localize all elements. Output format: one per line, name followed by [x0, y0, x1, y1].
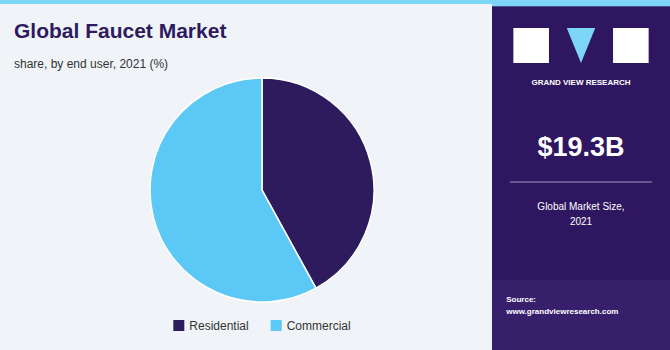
- legend-swatch: [173, 320, 184, 331]
- subtitle: share, by end user, 2021 (%): [14, 57, 168, 71]
- title: Global Faucet Market: [14, 19, 226, 42]
- legend-label: Commercial: [287, 319, 351, 333]
- logo-block: [513, 28, 549, 63]
- annotation: Global Market Size, 2021: [537, 201, 624, 227]
- background: [0, 0, 670, 350]
- logo-triangle: [567, 28, 595, 63]
- annotation: Source: www.grandviewresearch.com: [505, 295, 618, 316]
- logo-block: [613, 28, 649, 63]
- annotation: GRAND VIEW RESEARCH: [531, 78, 630, 87]
- sidebar: GRAND VIEW RESEARCH $19.3B Global Market S…: [492, 0, 670, 350]
- sidebar-top-bar: [492, 0, 670, 6]
- legend: Residential Commercial: [173, 319, 350, 333]
- divider: [510, 182, 652, 183]
- sidebar-background: [492, 0, 670, 350]
- sidebar-footer: [492, 280, 670, 350]
- chart: Global Faucet Market share, by end user, …: [0, 0, 670, 350]
- annotation-line: Global Market Size,: [537, 201, 624, 212]
- pie-slice: [150, 78, 316, 302]
- annotation: $19.3B: [537, 132, 624, 162]
- top-border: [0, 0, 492, 4]
- legend-item: Residential: [173, 319, 248, 333]
- legend-item: Commercial: [271, 319, 351, 333]
- annotation-line: GRAND VIEW RESEARCH: [531, 78, 630, 87]
- annotation-line: $19.3B: [537, 132, 624, 162]
- legend-label: Residential: [189, 319, 248, 333]
- annotation-line: www.grandviewresearch.com: [505, 307, 618, 316]
- pie: [150, 78, 374, 302]
- annotation-line: 2021: [570, 216, 593, 227]
- annotation-line: Source:: [506, 295, 536, 304]
- legend-swatch: [271, 320, 282, 331]
